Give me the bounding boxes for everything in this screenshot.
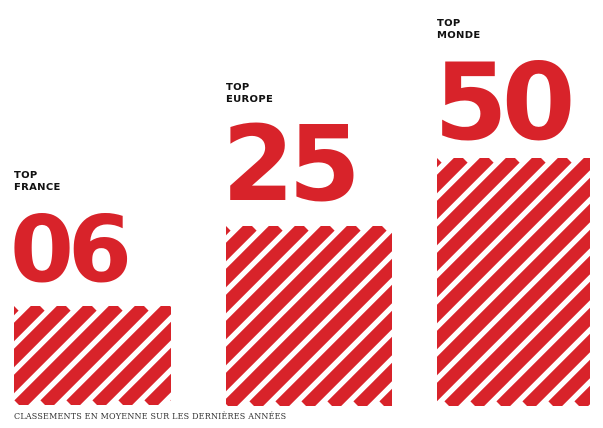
bar-stripe [66, 306, 171, 405]
bar-stripe [496, 307, 590, 406]
bar-stripe [144, 373, 171, 405]
bar-stripe [226, 226, 335, 340]
bar-stripe [470, 281, 590, 406]
bar-stripe [249, 258, 392, 406]
category-label-line-1: TOP [14, 170, 38, 181]
bar-stripe [437, 203, 590, 376]
bar-stripes [14, 306, 171, 405]
bar-stripe [301, 310, 392, 406]
bar-europe [226, 226, 392, 406]
bar-france [14, 306, 171, 405]
bar-stripe [14, 306, 71, 368]
value-label-europe: 25 [222, 103, 361, 225]
bar-stripe [437, 158, 572, 298]
bar-stripe [437, 158, 520, 246]
bar-stripes [226, 226, 392, 406]
bar-stripe [14, 306, 97, 394]
value-label-monde: 50 [434, 41, 575, 164]
value-label-france: 06 [10, 196, 132, 303]
bar-monde [437, 158, 590, 406]
bar-stripe [14, 306, 45, 342]
bar-stripe [327, 336, 392, 406]
category-label-europe: TOP EUROPE [226, 82, 273, 106]
category-label-line-2: MONDE [437, 30, 481, 41]
bar-stripes [437, 158, 590, 406]
bar-stripe [444, 255, 590, 406]
bar-stripe [40, 306, 149, 405]
bar-stripe [437, 229, 590, 402]
category-label-line-1: TOP [437, 18, 461, 29]
bar-stripe [226, 226, 387, 392]
bar-stripe [353, 362, 392, 406]
bar-stripe [437, 158, 590, 324]
bar-stripe [92, 321, 171, 405]
bar-stripe [226, 232, 392, 406]
bar-stripe [437, 158, 494, 220]
chart-caption: CLASSEMENTS EN MOYENNE SUR LES DERNIÈRES… [14, 412, 287, 421]
bar-stripe [522, 333, 590, 406]
bar-stripe [118, 347, 171, 405]
bar-stripe [14, 306, 123, 405]
category-label-monde: TOP MONDE [437, 18, 480, 42]
bar-stripe [226, 226, 361, 366]
category-label-france: TOP FRANCE [14, 170, 61, 194]
bar-stripe [437, 158, 546, 272]
bar-stripe [437, 177, 590, 350]
bar-stripe [275, 284, 392, 406]
category-label-line-2: EUROPE [226, 94, 274, 105]
category-label-line-1: TOP [226, 82, 250, 93]
bar-stripe [226, 226, 309, 314]
category-label-line-2: FRANCE [14, 182, 61, 193]
bar-stripe [226, 226, 283, 288]
